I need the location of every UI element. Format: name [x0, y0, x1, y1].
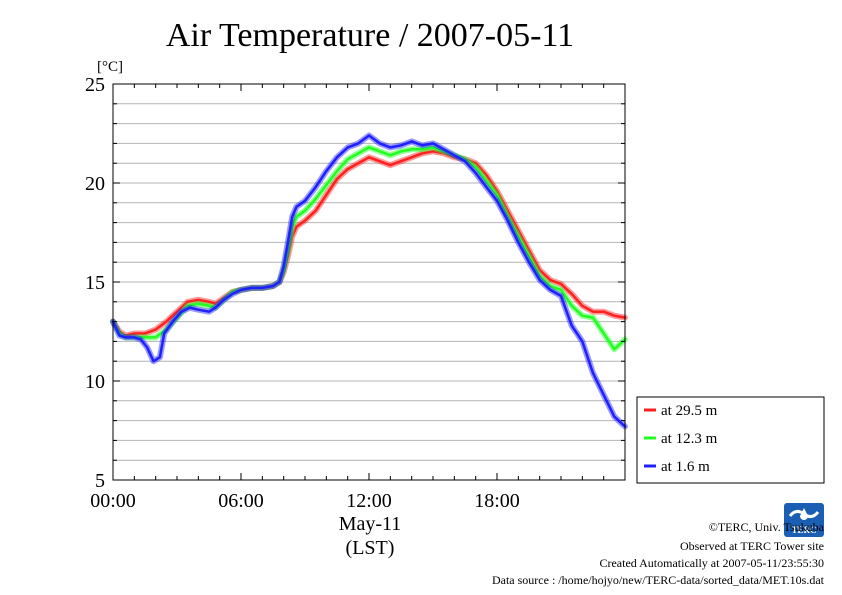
series-halo: [110, 144, 628, 353]
legend: at 29.5 m at 12.3 m at 1.6 m: [636, 396, 825, 484]
logo-text: TERC: [791, 525, 816, 535]
x-tick-labels: 00:00 06:00 12:00 18:00: [90, 490, 520, 512]
y-tick-label: 25: [85, 74, 105, 96]
y-tick-label: 5: [95, 470, 105, 492]
legend-box: [636, 396, 825, 484]
y-tick-label: 15: [85, 272, 105, 294]
y-tick-label: 20: [85, 173, 105, 195]
y-tick-label: 10: [85, 371, 105, 393]
x-tick-label: 06:00: [218, 490, 264, 512]
series-lines: [110, 132, 628, 430]
legend-label: at 12.3 m: [661, 431, 718, 447]
axis-ticks: [112, 83, 626, 481]
x-tick-label: 18:00: [474, 490, 520, 512]
footer-data-source: Data source : /home/hojyo/new/TERC-data/…: [492, 573, 825, 587]
y-axis-unit: [°C]: [97, 59, 123, 75]
footer-site: Observed at TERC Tower site: [680, 539, 824, 553]
terc-logo: TERC: [784, 503, 824, 537]
logo-drop-icon: [800, 508, 808, 520]
series-line: [111, 150, 627, 337]
footer-credit: ©TERC, Univ. Tsukuba: [709, 520, 825, 534]
grid-lines: [113, 103, 625, 461]
chart-title: Air Temperature / 2007-05-11: [166, 17, 574, 54]
y-tick-labels: 5 10 15 20 25: [85, 74, 105, 492]
legend-label: at 1.6 m: [661, 459, 710, 475]
legend-label: at 29.5 m: [661, 403, 718, 419]
x-axis-date-label: May-11: [339, 513, 402, 535]
x-tick-label: 00:00: [90, 490, 136, 512]
series-line: [111, 146, 627, 351]
x-axis-timezone-label: (LST): [346, 537, 395, 559]
series-line: [111, 134, 627, 428]
footer-created: Created Automatically at 2007-05-11/23:5…: [599, 556, 824, 570]
x-tick-label: 12:00: [346, 490, 392, 512]
